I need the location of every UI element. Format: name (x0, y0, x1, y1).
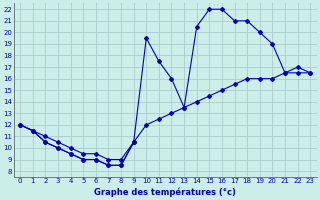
X-axis label: Graphe des températures (°c): Graphe des températures (°c) (94, 187, 236, 197)
